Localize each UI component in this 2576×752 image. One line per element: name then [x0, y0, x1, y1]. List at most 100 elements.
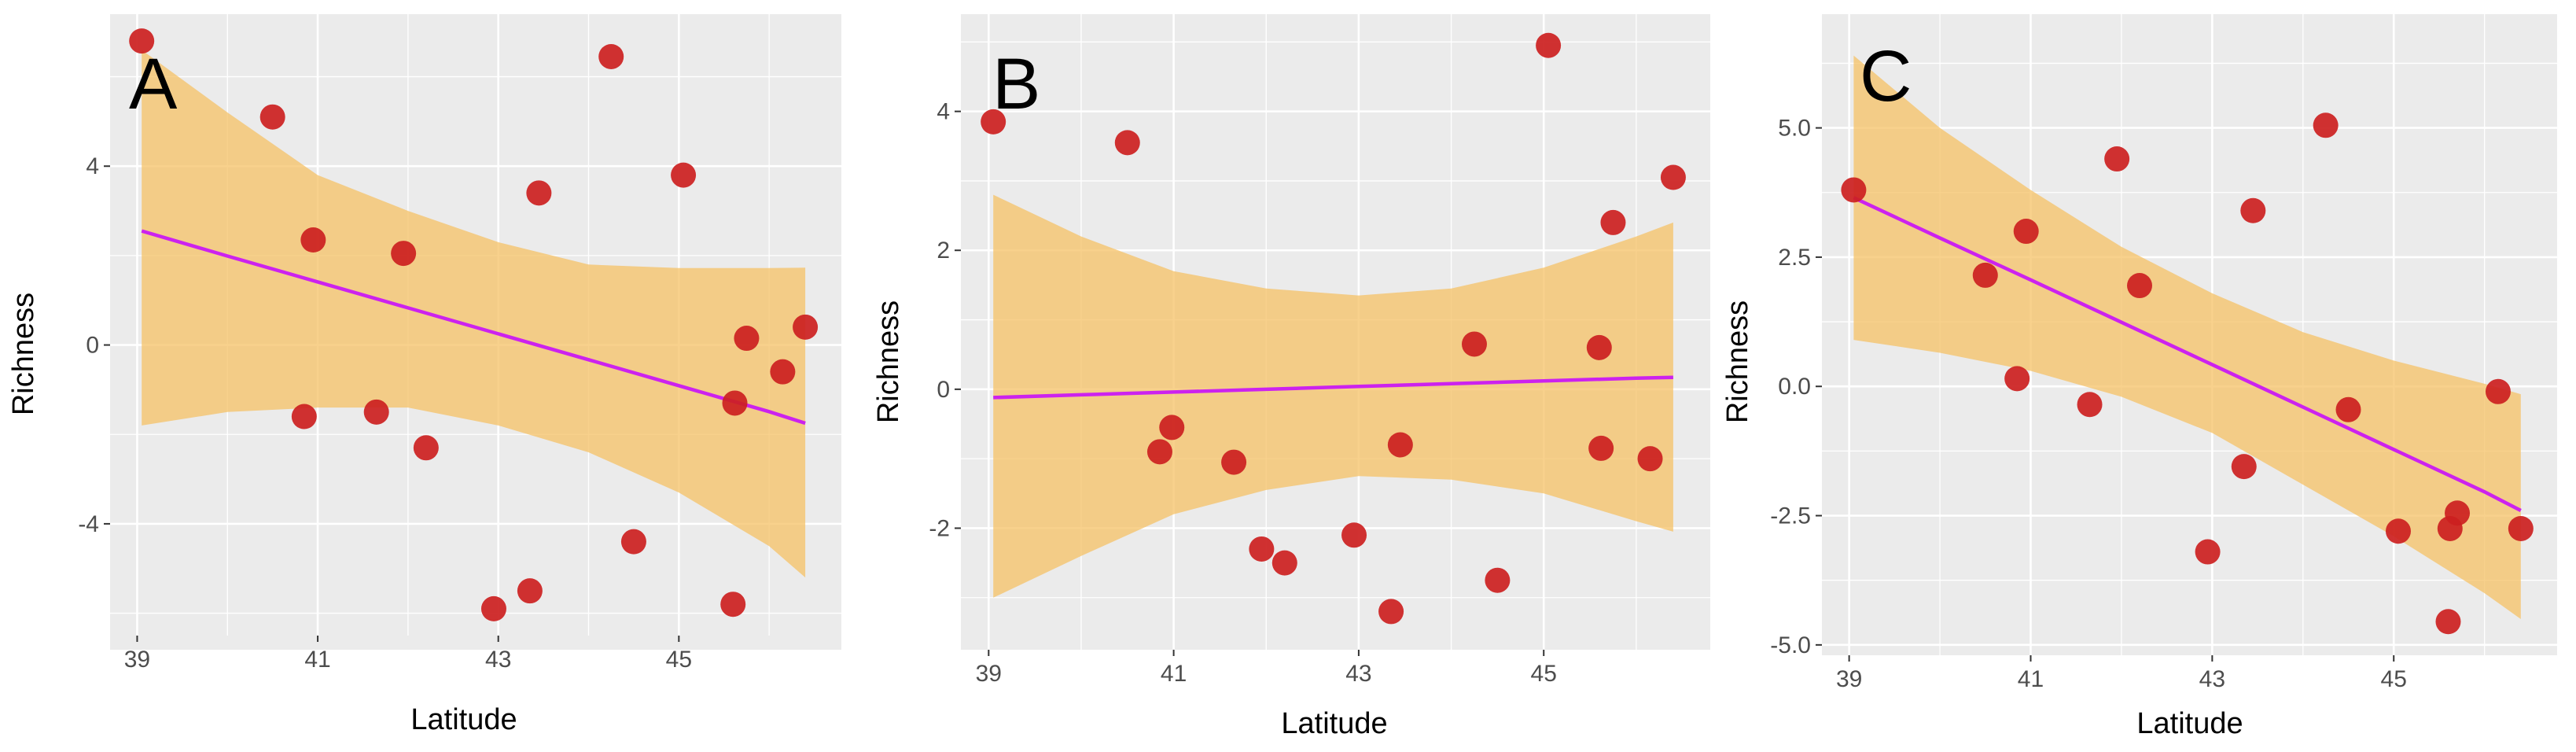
panel-c-confidence-ribbon: [1853, 55, 2521, 620]
panel-b-letter: B: [992, 44, 1040, 124]
panel-b-points: [981, 32, 1686, 625]
panel-b-point-13: [1536, 32, 1562, 58]
panel-c: 39 41 43 45 -5.0 -2.5 0.0 2.5 5.0 C Latitude Ri…: [1721, 14, 2557, 740]
panel-c-y-axis-title: Richness: [1721, 300, 1754, 423]
panel-b-x-tick-label: 43: [1345, 661, 1371, 687]
panel-b-x-tick-label: 45: [1531, 661, 1557, 687]
panel-c-point-1: [1841, 177, 1867, 203]
panel-a-point-18: [793, 314, 819, 340]
panel-b-point-17: [1637, 446, 1663, 472]
panel-a-y-tick-label: 4: [86, 153, 99, 179]
panel-a-point-1: [129, 28, 155, 54]
panel-a-point-7: [413, 435, 439, 461]
panel-c-y-tick-label: 0.0: [1778, 374, 1811, 400]
panel-c-point-12: [2335, 396, 2361, 422]
panel-c-y-tick-label: -5.0: [1770, 632, 1811, 658]
panel-b-point-14: [1586, 334, 1612, 360]
panel-a-point-3: [300, 227, 326, 253]
panel-c-regression-line: [1853, 196, 2522, 513]
panel-b-point-12: [1485, 567, 1511, 593]
panel-c-point-16: [2445, 500, 2471, 526]
panel-a-point-8: [480, 595, 506, 621]
panel-c-x-tick-label: 43: [2199, 666, 2225, 692]
panel-b-point-8: [1341, 522, 1367, 548]
panel-c-x-axis-title: Latitude: [2136, 707, 2243, 740]
panel-b-point-16: [1600, 209, 1626, 235]
panel-a: 39 41 43 45 -4 0 4 A Latitude Richness: [7, 14, 841, 736]
panel-a-point-10: [526, 180, 552, 206]
panel-a-point-9: [517, 578, 543, 604]
panel-b-y-axis-title: Richness: [872, 300, 905, 423]
panel-a-point-16: [734, 326, 760, 352]
panel-b-point-7: [1271, 550, 1297, 576]
panel-c-point-3: [2013, 219, 2039, 245]
panel-b-point-9: [1378, 599, 1404, 625]
panel-a-y-tick-label: 0: [86, 333, 99, 359]
panel-c-x-tick-label: 41: [2018, 666, 2044, 692]
panel-a-y-ticks: -4 0 4: [78, 153, 110, 537]
panel-a-point-13: [671, 162, 697, 188]
panel-a-confidence-ribbon: [142, 50, 806, 578]
panel-b-point-5: [1221, 449, 1247, 475]
panel-b-point-2: [1114, 130, 1140, 156]
panel-c-letter: C: [1860, 36, 1912, 116]
panel-b-regression-line: [993, 375, 1673, 400]
panel-a-points: [129, 28, 819, 621]
panel-a-x-tick-label: 43: [485, 647, 511, 673]
panel-c-x-tick-label: 45: [2381, 666, 2407, 692]
panel-b-x-tick-label: 39: [976, 661, 1002, 687]
panel-c-point-17: [2485, 378, 2511, 404]
panel-b-y-tick-label: -2: [929, 515, 950, 541]
panel-b-y-ticks: -2 0 2 4: [929, 99, 961, 541]
panel-c-y-tick-label: 5.0: [1778, 116, 1811, 142]
panel-a-point-12: [620, 529, 646, 555]
panel-a-x-axis-title: Latitude: [410, 703, 517, 736]
panel-c-y-tick-label: 2.5: [1778, 245, 1811, 271]
panel-b-point-6: [1249, 536, 1275, 562]
panel-c-point-11: [2313, 112, 2339, 138]
panel-c-point-8: [2195, 539, 2221, 565]
panel-b-x-tick-label: 41: [1161, 661, 1187, 687]
panel-c-y-tick-label: -2.5: [1770, 503, 1811, 529]
panel-b-point-15: [1588, 435, 1614, 461]
panel-c-point-13: [2385, 518, 2411, 544]
panel-b: 39 41 43 45 -2 0 2 4 B Latitude Richness: [872, 14, 1710, 740]
panel-c-point-9: [2231, 454, 2257, 480]
panel-b-point-1: [981, 109, 1006, 135]
panel-a-x-tick-label: 45: [666, 647, 692, 673]
panel-c-points: [1841, 112, 2534, 635]
panel-a-point-4: [291, 404, 317, 429]
panel-b-point-10: [1387, 432, 1413, 458]
panel-c-point-10: [2240, 197, 2266, 223]
panel-c-point-5: [2077, 392, 2103, 418]
panel-c-point-18: [2508, 515, 2534, 541]
panel-b-point-11: [1461, 331, 1487, 357]
panel-a-y-tick-label: -4: [78, 511, 99, 537]
panel-b-x-ticks: 39 41 43 45: [976, 650, 1557, 687]
panel-b-point-4: [1159, 415, 1185, 441]
panel-c-y-ticks: -5.0 -2.5 0.0 2.5 5.0: [1770, 116, 1822, 658]
panel-a-point-15: [722, 390, 748, 416]
panel-b-point-18: [1660, 164, 1686, 190]
panel-a-point-2: [259, 104, 285, 130]
panel-a-x-tick-label: 41: [304, 647, 330, 673]
panel-a-point-17: [770, 359, 796, 385]
panel-b-point-3: [1146, 439, 1172, 465]
panel-a-point-5: [363, 399, 389, 425]
panel-b-y-tick-label: 2: [937, 238, 950, 264]
panel-b-y-tick-label: 4: [937, 99, 950, 125]
panel-c-x-tick-label: 39: [1836, 666, 1862, 692]
panel-b-confidence-ribbon: [993, 194, 1673, 598]
panel-b-y-tick-label: 0: [937, 377, 950, 403]
panel-a-letter: A: [129, 44, 178, 124]
panel-a-point-6: [391, 241, 417, 267]
panel-b-x-axis-title: Latitude: [1281, 707, 1387, 740]
panel-c-point-4: [2004, 366, 2030, 392]
panel-c-point-2: [1972, 262, 1998, 288]
panel-c-point-7: [2127, 273, 2153, 299]
panel-a-x-ticks: 39 41 43 45: [124, 636, 692, 673]
panel-c-point-14: [2435, 609, 2461, 635]
panel-c-point-6: [2104, 146, 2130, 172]
panel-a-point-14: [720, 592, 746, 617]
